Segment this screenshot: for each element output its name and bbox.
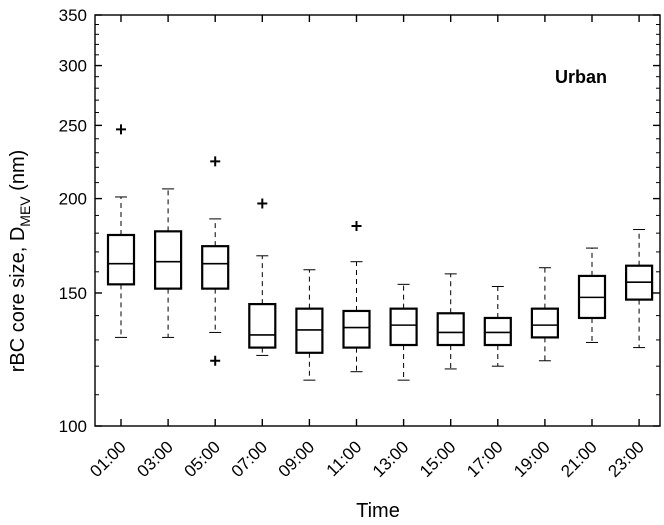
box-1100 bbox=[342, 220, 371, 373]
y-axis-label: rBC core size, DMEV (nm) bbox=[7, 150, 33, 373]
outlier-marker bbox=[210, 156, 221, 167]
x-tick-label: 13:00 bbox=[369, 437, 413, 481]
y-axis-label-unit: (nm) bbox=[7, 150, 29, 197]
box-iqr bbox=[201, 245, 230, 290]
box-0300 bbox=[154, 188, 183, 338]
x-tick-label: 03:00 bbox=[133, 437, 177, 481]
box-iqr bbox=[248, 302, 277, 349]
y-tick-label: 250 bbox=[59, 116, 87, 135]
y-axis-label-main: rBC core size, D bbox=[7, 227, 29, 373]
x-tick-label: 23:00 bbox=[604, 437, 648, 481]
box-1300 bbox=[389, 283, 418, 381]
outlier-marker bbox=[116, 124, 126, 135]
plot-annotation: Urban bbox=[555, 67, 607, 87]
x-tick-label: 11:00 bbox=[323, 437, 366, 480]
y-tick-label: 150 bbox=[59, 284, 87, 303]
box-iqr bbox=[106, 233, 136, 286]
box-2300 bbox=[624, 229, 654, 349]
x-tick-label: 17:00 bbox=[463, 437, 507, 481]
box-1900 bbox=[530, 267, 560, 362]
box-iqr bbox=[154, 230, 183, 290]
box-2100 bbox=[577, 247, 607, 343]
box-1500 bbox=[436, 273, 465, 370]
outlier-marker bbox=[257, 198, 268, 209]
y-axis: 100 150 200 250 300 350 bbox=[59, 6, 660, 436]
y-tick-label: 200 bbox=[59, 190, 87, 209]
box-iqr bbox=[530, 307, 560, 339]
plot-frame bbox=[94, 14, 661, 427]
box-1700 bbox=[483, 285, 512, 367]
box-iqr bbox=[436, 312, 465, 347]
x-tick-label: 07:00 bbox=[228, 437, 272, 481]
x-tick-label: 15:00 bbox=[416, 437, 460, 481]
x-axis-label: Time bbox=[356, 500, 400, 522]
x-tick-label: 01:00 bbox=[86, 437, 130, 481]
x-tick-label: 09:00 bbox=[275, 437, 319, 481]
box-iqr bbox=[342, 309, 371, 349]
x-tick-label: 19:00 bbox=[510, 437, 554, 481]
box-iqr bbox=[483, 316, 512, 347]
box-0900 bbox=[295, 269, 324, 381]
plot-border bbox=[94, 14, 661, 427]
x-tick-label: 05:00 bbox=[181, 437, 225, 481]
x-tick-label: 21:00 bbox=[557, 437, 601, 481]
box-0500 bbox=[201, 156, 230, 366]
box-series bbox=[106, 124, 654, 381]
y-tick-label: 300 bbox=[59, 57, 87, 76]
outlier-marker bbox=[210, 355, 221, 366]
y-axis-label-subscript: MEV bbox=[17, 196, 33, 227]
box-0100 bbox=[106, 124, 136, 338]
y-tick-label: 100 bbox=[59, 417, 87, 436]
box-0700 bbox=[248, 198, 277, 356]
box-iqr bbox=[389, 307, 418, 347]
outlier-marker bbox=[351, 220, 362, 231]
y-tick-label: 350 bbox=[59, 6, 87, 25]
